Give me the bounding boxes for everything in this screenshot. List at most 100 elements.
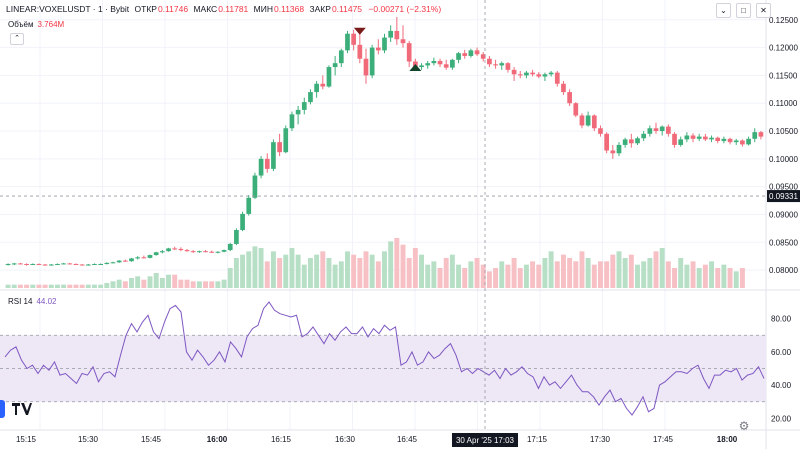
candle-body: [727, 138, 733, 143]
volume-bar: [511, 258, 517, 288]
price-tick-label: 0.11500: [769, 71, 798, 80]
candle-body: [684, 135, 690, 140]
candle-body: [696, 136, 702, 139]
rsi-label: RSI 14: [8, 297, 33, 306]
volume-bar: [715, 268, 721, 288]
rsi-axis[interactable]: 80.00 60.00 40.00 20.00: [771, 315, 792, 424]
volume-bar: [616, 251, 622, 288]
candle-body: [85, 264, 91, 266]
volume-bar: [431, 261, 437, 288]
price-axis[interactable]: 0.12500 0.12000 0.11500 0.11000 0.10500 0.100…: [767, 16, 800, 275]
volume-bar: [67, 284, 73, 288]
volume-bar: [159, 278, 165, 288]
volume-bar: [536, 264, 542, 288]
candle-body: [542, 74, 548, 77]
volume-bar: [5, 284, 11, 288]
rsi-line: [4, 301, 765, 416]
volume-bar: [110, 281, 116, 288]
volume-bar: [233, 258, 239, 288]
volume-bar: [394, 238, 400, 288]
volume-bar: [548, 251, 554, 288]
time-axis[interactable]: 15:15 15:30 15:45 16:00 16:15 16:30 16:45 17:15…: [16, 433, 738, 447]
high-value: 0.11781: [218, 4, 249, 14]
volume-bar: [141, 279, 147, 288]
tradingview-logo-icon[interactable]: [12, 403, 34, 421]
chevron-down-icon[interactable]: ⌄: [716, 3, 731, 18]
volume-bar: [48, 284, 54, 288]
volume-bar: [215, 281, 221, 288]
volume-bar: [542, 258, 548, 288]
rsi-legend[interactable]: RSI 14 44.02: [8, 297, 57, 306]
volume-legend[interactable]: Объём 3.764M: [8, 20, 64, 29]
volume-bar: [443, 258, 449, 288]
volume-bar: [665, 261, 671, 288]
volume-bar: [332, 264, 338, 288]
candle-body: [178, 248, 184, 251]
collapse-legend-button[interactable]: ⌃: [10, 33, 24, 45]
rsi-tick-label: 40.00: [771, 381, 792, 390]
volume-bar: [314, 254, 320, 288]
candle-body: [141, 257, 147, 259]
volume-bar: [203, 281, 209, 288]
volume-bar: [505, 264, 511, 288]
candle-body: [166, 248, 171, 252]
candle-body: [11, 263, 17, 265]
candle-body: [209, 251, 215, 253]
time-tick-label: 17:30: [590, 435, 611, 444]
time-tick-label: 16:30: [335, 435, 356, 444]
volume-label: Объём: [8, 20, 34, 29]
candle-body: [610, 150, 616, 154]
current-price-label: 0.09331: [769, 192, 798, 201]
side-panel-tab[interactable]: [0, 400, 5, 418]
volume-bar: [530, 261, 536, 288]
candle-body: [585, 115, 591, 126]
volume-bar: [579, 251, 585, 288]
rsi-line-group: [4, 301, 765, 416]
volume-bar: [363, 251, 369, 288]
volume-bar: [412, 248, 418, 288]
volume-bar: [610, 254, 616, 288]
candle-body: [666, 126, 671, 134]
candle-body: [462, 53, 468, 56]
candle-body: [147, 255, 153, 258]
candle-body: [517, 74, 523, 76]
volume-bar: [647, 258, 653, 288]
candle-body: [36, 263, 42, 265]
volume-bar: [166, 274, 171, 288]
candle-body: [184, 250, 190, 252]
volume-bar: [653, 251, 659, 288]
volume-bar: [345, 251, 350, 288]
volume-bar: [270, 251, 276, 288]
volume-bar: [240, 254, 246, 288]
maximize-icon[interactable]: □: [736, 3, 751, 18]
candle-body: [746, 138, 751, 145]
close-icon[interactable]: ✕: [756, 3, 771, 18]
volume-bar: [351, 254, 357, 288]
candle-body: [172, 248, 178, 250]
volume-bar: [727, 268, 733, 288]
time-tick-label: 15:45: [141, 435, 162, 444]
volume-bar: [209, 281, 215, 288]
candle-body: [221, 250, 227, 252]
candle-body: [628, 139, 634, 144]
volume-bar: [264, 261, 270, 288]
volume-bar: [129, 278, 134, 288]
sell-marker-icon: [353, 27, 366, 35]
volume-bar: [184, 279, 190, 288]
candle-body: [246, 197, 252, 214]
current-price-tag: [767, 190, 800, 203]
symbol-title[interactable]: LINEAR:VOXELUSDT · 1 · Bybit: [6, 4, 130, 14]
candle-body: [357, 44, 363, 59]
volume-bar: [135, 276, 141, 288]
settings-gear-icon[interactable]: ⚙: [738, 419, 750, 433]
candle-body: [190, 251, 196, 253]
price-tick-label: 0.10500: [769, 127, 798, 136]
volume-bar: [252, 246, 258, 288]
candle-body: [456, 53, 461, 60]
volume-bar: [419, 254, 424, 288]
candle-body: [92, 263, 97, 265]
volume-bar: [221, 279, 227, 288]
candle-body: [197, 251, 202, 253]
volume-bar: [277, 258, 283, 288]
